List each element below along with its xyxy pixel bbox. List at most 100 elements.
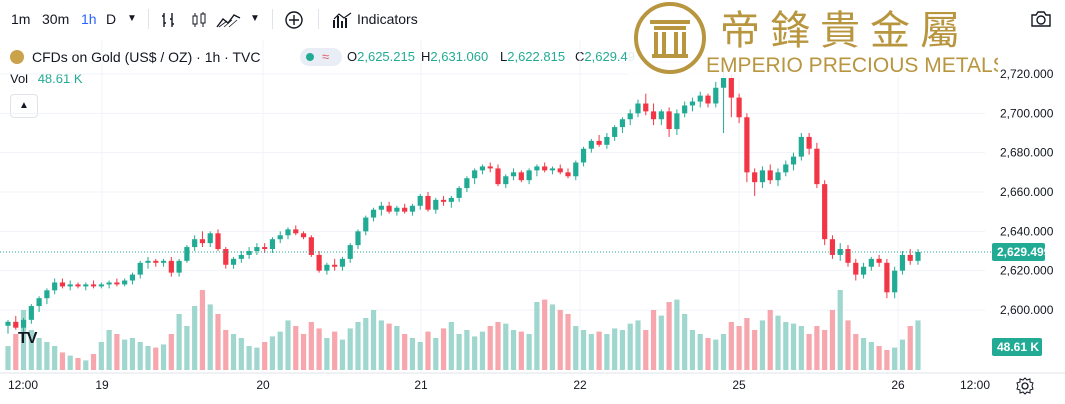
- volume-bar: [285, 320, 291, 370]
- toolbar-divider: [318, 9, 319, 29]
- candle-body: [643, 103, 649, 112]
- volume-bar: [565, 314, 571, 370]
- volume-bar: [440, 328, 447, 370]
- candle-body: [503, 176, 509, 185]
- collapse-legend-button[interactable]: ▲: [10, 94, 38, 118]
- volume-bar: [697, 334, 703, 370]
- volume-bar: [425, 331, 431, 370]
- interval-1m-button[interactable]: 1m: [11, 11, 31, 27]
- candle-body: [215, 233, 221, 250]
- candle-body: [720, 77, 727, 88]
- bar-style-icon[interactable]: [160, 11, 178, 29]
- candles: [5, 72, 921, 334]
- price-tick-label: 2,660.000: [1000, 185, 1054, 199]
- candle-body: [448, 197, 454, 202]
- candle-body: [635, 103, 641, 114]
- interval-30m-button[interactable]: 30m: [42, 11, 70, 27]
- candle-body: [658, 111, 664, 120]
- market-status-pill[interactable]: ≈: [300, 48, 342, 66]
- volume-bar: [612, 328, 618, 370]
- candle-body: [705, 95, 711, 104]
- gold-symbol-icon: [10, 50, 24, 64]
- volume-bar: [28, 330, 34, 370]
- volume-bar: [230, 334, 237, 370]
- last-price-label: 2,629.499: [997, 245, 1051, 259]
- volume-bar: [456, 334, 462, 370]
- volume-bar: [767, 310, 773, 370]
- time-axis: 12:00 19 20 21 22 25 26 12:00: [0, 372, 1065, 392]
- candle-body: [518, 172, 524, 181]
- volume-label[interactable]: Vol: [10, 71, 29, 86]
- indicators-icon[interactable]: [333, 11, 353, 29]
- volume-bar: [277, 331, 283, 370]
- tradingview-logo[interactable]: TV: [18, 330, 37, 347]
- volume-bar: [254, 347, 260, 370]
- candle-body: [90, 284, 97, 287]
- indicators-button[interactable]: Indicators: [357, 11, 418, 27]
- candle-body: [246, 251, 252, 255]
- volume-badge-label: 48.61 K: [997, 340, 1039, 354]
- interval-d-button[interactable]: D: [106, 11, 117, 27]
- interval-1h-button[interactable]: 1h: [81, 11, 97, 27]
- volume-bar: [868, 342, 874, 370]
- volume-bar: [207, 304, 213, 370]
- volume-bar: [59, 352, 66, 370]
- candle-body: [472, 170, 478, 179]
- candle-body: [829, 239, 836, 255]
- candle-body: [28, 306, 34, 320]
- candle-body: [674, 113, 680, 130]
- volume-bar: [176, 314, 182, 370]
- candle-body: [604, 136, 610, 145]
- volume-bar: [619, 330, 626, 370]
- candles-icon[interactable]: [190, 11, 208, 29]
- candle-body: [223, 249, 229, 265]
- volume-bar: [720, 334, 727, 370]
- volume-bar: [36, 338, 42, 370]
- candle-body: [409, 205, 416, 212]
- candle-body: [915, 251, 921, 261]
- interval-dropdown-icon[interactable]: ▼: [127, 13, 137, 24]
- volume-bar: [557, 310, 563, 370]
- toolbar-divider: [272, 9, 273, 29]
- volume-bar: [98, 342, 104, 370]
- symbol-title[interactable]: CFDs on Gold (US$ / OZ) · 1h · TVC: [32, 49, 261, 65]
- time-tick-label: 12:00: [8, 378, 38, 392]
- candle-body: [853, 262, 859, 275]
- volume-bar: [316, 328, 322, 370]
- candle-body: [324, 264, 330, 271]
- volume-legend: Vol 48.61 K: [10, 71, 83, 87]
- chart-type-dropdown-icon[interactable]: ▼: [250, 13, 260, 24]
- candle-body: [884, 262, 890, 293]
- candle-body: [332, 264, 338, 267]
- candle-body: [293, 229, 299, 234]
- volume-bar: [907, 326, 913, 370]
- volume-bar: [814, 326, 820, 370]
- candle-body: [495, 168, 501, 185]
- volume-bar: [448, 322, 454, 370]
- candle-body: [666, 111, 672, 130]
- volume-bar: [433, 338, 439, 370]
- volume-bar: [83, 360, 89, 370]
- price-axis: 2,600.000 2,620.000 2,640.000 2,660.000 2,68…: [1000, 67, 1054, 317]
- volume-bar: [160, 344, 167, 370]
- delayed-data-icon: ≈: [322, 49, 330, 64]
- volume-bar: [355, 322, 361, 370]
- volume-bar: [534, 302, 540, 370]
- compare-add-icon[interactable]: [284, 10, 304, 30]
- camera-icon[interactable]: [1030, 10, 1052, 28]
- volume-bar: [775, 315, 781, 370]
- candle-body: [806, 136, 812, 149]
- price-tick-label: 2,700.000: [1000, 106, 1054, 120]
- area-chart-icon[interactable]: [216, 11, 242, 29]
- candle-body: [192, 239, 198, 248]
- candle-body: [402, 207, 408, 212]
- volume-bar: [464, 330, 470, 370]
- volume-bar: [394, 326, 400, 370]
- volume-bar: [596, 331, 602, 370]
- volume-bar: [106, 330, 112, 370]
- volume-bar: [650, 310, 657, 370]
- volume-bar: [238, 338, 244, 370]
- gear-icon[interactable]: [1016, 377, 1034, 395]
- candle-body: [573, 162, 579, 177]
